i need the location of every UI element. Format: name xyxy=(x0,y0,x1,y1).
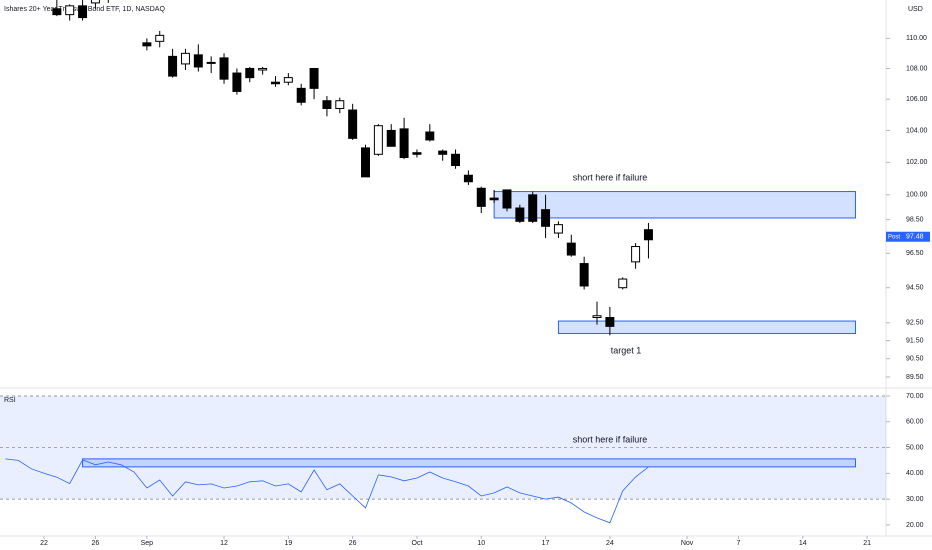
zone xyxy=(493,191,857,219)
annotation: target 1 xyxy=(611,345,642,355)
y-tick-label: 50.00 xyxy=(906,444,924,451)
candle-body xyxy=(245,67,255,79)
rsi-pane xyxy=(0,395,886,524)
candle-body xyxy=(309,67,319,89)
rsi-line xyxy=(5,458,649,524)
candle-body xyxy=(52,8,62,16)
x-tick-label: 7 xyxy=(737,540,741,547)
y-tick-label: 100.00 xyxy=(906,192,928,199)
candle-body xyxy=(296,87,306,103)
candle-body xyxy=(219,57,229,80)
candle-body xyxy=(463,174,473,183)
candle-body xyxy=(283,77,293,83)
candle-body xyxy=(566,242,576,256)
candle-body xyxy=(386,129,396,147)
annotation: short here if failure xyxy=(573,172,648,182)
y-tick-label: 104.00 xyxy=(906,127,928,134)
candle-body xyxy=(335,100,345,109)
candle-body xyxy=(515,207,525,222)
x-tick-label: 10 xyxy=(477,540,485,547)
last-price-value: 97.48 xyxy=(906,234,924,241)
x-tick-label: 22 xyxy=(40,540,48,547)
candle-body xyxy=(605,317,615,327)
candle-body xyxy=(155,34,165,42)
y-tick-label: 106.00 xyxy=(906,96,928,103)
last-price-badge xyxy=(886,231,930,242)
candle-body xyxy=(193,54,203,68)
candle-body xyxy=(438,150,448,155)
candle-body xyxy=(489,197,499,201)
candle-body xyxy=(180,52,190,65)
candle-body xyxy=(142,42,152,47)
x-tick-label: 26 xyxy=(349,540,357,547)
candle-body xyxy=(258,67,268,71)
candle-body xyxy=(579,263,589,287)
y-tick-label: 90.50 xyxy=(906,356,924,363)
zone xyxy=(557,320,857,335)
y-tick-label: 102.00 xyxy=(906,159,928,166)
x-tick-label: 21 xyxy=(863,540,871,547)
candle-body xyxy=(361,147,370,178)
candle-body xyxy=(65,5,75,16)
candle-body xyxy=(78,5,88,19)
y-tick-label: 30.00 xyxy=(906,496,924,503)
x-tick-label: 17 xyxy=(542,540,550,547)
y-tick-label: 60.00 xyxy=(906,419,924,426)
currency: USD xyxy=(908,6,923,13)
candle-body xyxy=(553,224,563,234)
candle-body xyxy=(502,189,512,209)
candle-body xyxy=(631,246,641,263)
y-tick-label: 96.50 xyxy=(906,250,924,257)
y-tick-label: 98.50 xyxy=(906,216,924,223)
candle-body xyxy=(528,194,538,222)
candle-body xyxy=(541,209,551,227)
y-tick-label: 92.50 xyxy=(906,320,924,327)
x-tick-label: 12 xyxy=(220,540,228,547)
candle-body xyxy=(399,128,409,158)
y-tick-label: 91.50 xyxy=(906,338,924,345)
y-tick-label: 20.00 xyxy=(906,522,924,529)
candle-body xyxy=(168,55,178,77)
y-tick-label: 40.00 xyxy=(906,470,924,477)
rsi-title: RSI xyxy=(4,397,16,404)
y-tick-label: 89.50 xyxy=(906,374,924,381)
y-tick-label: 94.50 xyxy=(906,285,924,292)
zone xyxy=(82,458,857,468)
candle-body xyxy=(373,125,383,155)
candle-body xyxy=(618,278,628,289)
candle-body xyxy=(348,109,358,139)
y-tick-label: 110.00 xyxy=(906,35,927,42)
candle-body xyxy=(476,187,486,207)
y-tick-label: 70.00 xyxy=(906,393,924,400)
x-tick-label: 26 xyxy=(92,540,100,547)
candle-body xyxy=(643,229,653,241)
price-pane xyxy=(52,0,857,336)
x-tick-label: 14 xyxy=(799,540,807,547)
candle-body xyxy=(451,153,461,167)
candle-body xyxy=(412,152,422,155)
x-tick-label: 24 xyxy=(606,540,614,547)
candle-body xyxy=(90,0,100,4)
x-tick-label: Oct xyxy=(412,540,423,547)
y-tick-label: 108.00 xyxy=(906,65,928,72)
annotation: short here if failure xyxy=(573,434,648,444)
x-tick-label: 19 xyxy=(284,540,292,547)
last-price-tag: Post xyxy=(888,234,900,240)
x-tick-label: Nov xyxy=(681,540,694,547)
candle-body xyxy=(425,131,435,141)
candle-body xyxy=(270,81,280,85)
candle-body xyxy=(232,72,242,92)
candle-body xyxy=(322,100,332,109)
x-tick-label: Sep xyxy=(141,540,154,547)
candle-body xyxy=(592,315,602,319)
candle-body xyxy=(206,61,216,64)
